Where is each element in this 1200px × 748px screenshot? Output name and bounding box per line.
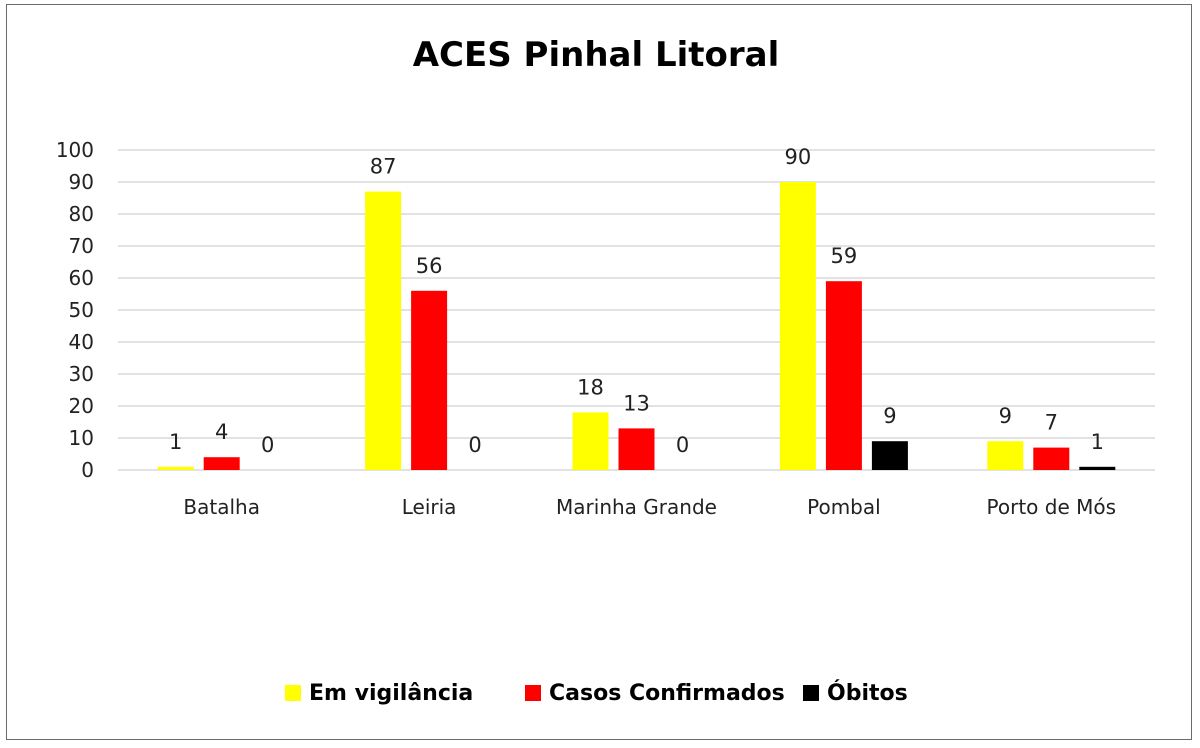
y-tick-label: 70 — [69, 234, 94, 258]
bar-casos-confirmados-marinha-grande — [618, 428, 655, 470]
legend-swatch — [803, 685, 819, 701]
bar--bitos-porto-de-m-s — [1079, 466, 1116, 470]
y-tick-label: 60 — [69, 266, 94, 290]
data-label: 7 — [1045, 411, 1058, 435]
data-label: 0 — [676, 433, 689, 457]
bar-casos-confirmados-leiria — [411, 290, 448, 470]
bar-casos-confirmados-batalha — [203, 457, 240, 470]
bar-em-vigil-ncia-porto-de-m-s — [987, 441, 1024, 470]
legend-label: Óbitos — [827, 680, 908, 706]
bar-em-vigil-ncia-marinha-grande — [572, 412, 609, 470]
y-tick-label: 50 — [69, 298, 94, 322]
y-tick-label: 20 — [69, 394, 94, 418]
x-category-label: Pombal — [807, 495, 881, 519]
bars-layer — [157, 182, 1116, 470]
data-label: 87 — [370, 155, 397, 179]
data-label: 13 — [623, 391, 650, 415]
bar-em-vigil-ncia-pombal — [779, 182, 816, 470]
data-label: 59 — [831, 244, 858, 268]
x-category-label: Porto de Mós — [987, 495, 1117, 519]
y-tick-label: 100 — [56, 138, 94, 162]
data-label: 0 — [261, 433, 274, 457]
bar-casos-confirmados-porto-de-m-s — [1033, 447, 1070, 470]
data-label: 9 — [883, 404, 896, 428]
data-label: 56 — [416, 254, 443, 278]
y-tick-label: 10 — [69, 426, 94, 450]
y-tick-label: 30 — [69, 362, 94, 386]
x-category-label: Leiria — [402, 495, 457, 519]
chart-frame — [6, 4, 1192, 740]
data-label: 18 — [577, 375, 604, 399]
data-labels-layer: 1 4 0 87 56 0 18 13 0 90 59 9 9 7 1 — [169, 145, 1104, 457]
y-tick-label: 40 — [69, 330, 94, 354]
y-tick-label: 90 — [69, 170, 94, 194]
data-label: 0 — [468, 433, 481, 457]
chart-title: ACES Pinhal Litoral — [413, 35, 780, 75]
legend-label: Em vigilância — [309, 681, 473, 706]
bar-casos-confirmados-pombal — [825, 281, 862, 470]
bar--bitos-pombal — [871, 441, 908, 470]
legend: Em vigilância Casos Confirmados Óbitos — [285, 680, 908, 706]
x-category-label: Batalha — [183, 495, 260, 519]
legend-swatch — [525, 685, 541, 701]
y-tick-label: 80 — [69, 202, 94, 226]
data-label: 1 — [169, 430, 182, 454]
legend-label: Casos Confirmados — [549, 681, 785, 706]
data-label: 90 — [785, 145, 812, 169]
y-tick-label: 0 — [81, 458, 94, 482]
data-label: 9 — [999, 404, 1012, 428]
data-label: 4 — [215, 420, 228, 444]
grid-layer — [118, 149, 1155, 471]
bar-em-vigil-ncia-leiria — [365, 191, 402, 470]
data-label: 1 — [1091, 430, 1104, 454]
x-category-label: Marinha Grande — [556, 495, 717, 519]
legend-swatch — [285, 685, 301, 701]
bar-em-vigil-ncia-batalha — [157, 466, 194, 470]
